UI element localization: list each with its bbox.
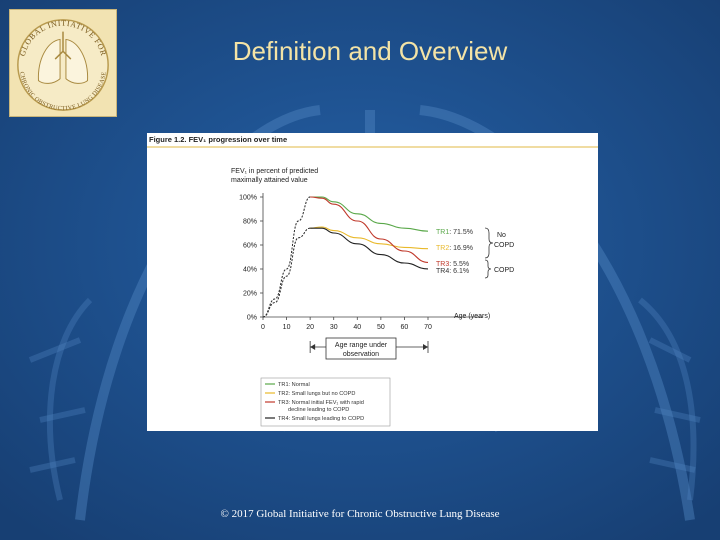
fev1-chart: Figure 1.2. FEV₁ progression over time F… <box>147 135 598 427</box>
chart-series <box>262 196 429 318</box>
chart-axes: 0% 20% 40% 60% 80% 100% 0 10 20 30 40 50 60 70 <box>239 193 483 331</box>
group-label-copd: COPD <box>494 267 514 274</box>
x-tick-label: 30 <box>330 324 338 331</box>
figure-panel: Figure 1.2. FEV₁ progression over time F… <box>147 133 598 431</box>
series-line-tr1 <box>310 196 429 232</box>
legend-label-tr4: TR4: Small lungs leading to COPD <box>278 416 364 422</box>
observation-box <box>325 337 397 360</box>
end-label-tr4: TR4: 6.1% <box>436 268 469 275</box>
end-label-tr1: TR1: 71.5% <box>436 229 473 236</box>
series-line-tr4 <box>310 227 429 270</box>
slide-title: Definition and Overview <box>232 36 508 66</box>
x-tick-label: 40 <box>353 324 361 331</box>
x-tick-label: 70 <box>424 324 432 331</box>
end-label-tr2: TR2: 16.9% <box>436 245 473 252</box>
group-label-no-copd-1: No <box>497 232 506 239</box>
series-line-tr3 <box>310 196 429 263</box>
copyright-footer: © 2017 Global Initiative for Chronic Obs… <box>220 508 500 520</box>
lungs-logo-icon: GLOBAL INITIATIVE FOR CHRONIC OBSTRUCTIV… <box>17 19 109 112</box>
gold-logo: GLOBAL INITIATIVE FOR CHRONIC OBSTRUCTIV… <box>9 9 117 117</box>
x-tick-label: 20 <box>306 324 314 331</box>
legend-label-tr1: TR1: Normal <box>278 382 310 388</box>
legend-label-tr3-cont: decline leading to COPD <box>288 407 349 413</box>
end-label-tr3: TR3: 5.5% <box>436 261 469 268</box>
y-tick-label: 20% <box>243 291 257 298</box>
observation-range: Age range under observation <box>309 337 429 360</box>
x-tick-label: 60 <box>401 324 409 331</box>
chart-legend: TR1: Normal TR2: Small lungs but no COPD T… <box>260 377 391 427</box>
y-tick-label: 0% <box>247 315 257 322</box>
x-tick-label: 10 <box>283 324 291 331</box>
series-line-childhood-tr3 <box>262 196 311 318</box>
legend-label-tr2: TR2: Small lungs but no COPD <box>278 391 355 397</box>
y-tick-label: 80% <box>243 219 257 226</box>
x-tick-label: 50 <box>377 324 385 331</box>
y-axis-label-line2: maximally attained value <box>231 177 308 184</box>
series-line-tr2 <box>310 226 429 250</box>
brace-no-copd <box>484 227 494 259</box>
observation-label-1: Age range under <box>335 342 388 349</box>
y-tick-label: 60% <box>243 243 257 250</box>
series-line-childhood-tr1 <box>262 196 311 318</box>
observation-label-2: observation <box>343 351 379 358</box>
y-axis-label-line1: FEV₁ in percent of predicted <box>231 168 318 175</box>
chart-end-labels: TR1: 71.5% TR2: 16.9% TR3: 5.5%TR4: 6.1% No… <box>436 227 514 279</box>
series-line-childhood-tr4 <box>262 227 311 318</box>
brace-copd <box>484 259 492 279</box>
legend-box <box>260 377 391 427</box>
group-label-no-copd-2: COPD <box>494 242 514 249</box>
y-tick-label: 100% <box>239 195 257 202</box>
x-tick-label: 0 <box>261 324 265 331</box>
x-axis-label: Age (years) <box>454 313 490 320</box>
y-tick-label: 40% <box>243 267 257 274</box>
chart-title: Figure 1.2. FEV₁ progression over time <box>149 135 287 144</box>
legend-label-tr3: TR3: Normal initial FEV₁ with rapid <box>278 400 364 406</box>
